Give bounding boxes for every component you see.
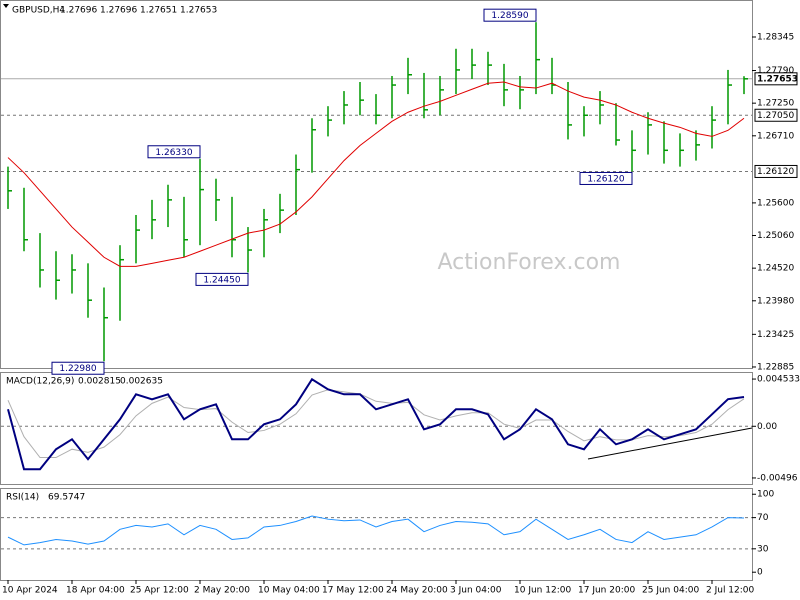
y-tick-label: 0.00 xyxy=(757,422,777,432)
rsi-panel xyxy=(0,488,753,581)
annotation-box xyxy=(195,272,249,286)
level-label: 1.27050 xyxy=(757,111,794,121)
chart-title: GBPUSD,H4 xyxy=(12,6,65,16)
quote-high: 1.27696 xyxy=(100,6,137,16)
x-tick-label: 25 Jun 04:00 xyxy=(642,586,699,596)
x-tick-label: 24 May 20:00 xyxy=(386,586,448,596)
price-label-box xyxy=(754,72,798,86)
annotation-box xyxy=(51,361,105,375)
y-tick-label: -0.00496 xyxy=(757,473,798,483)
rsi-value: 69.5747 xyxy=(48,493,85,503)
menu-arrow xyxy=(3,4,9,8)
macd-main-value: 0.002815 xyxy=(78,377,121,387)
annotation-box xyxy=(483,8,537,22)
level-label: 1.26120 xyxy=(757,167,794,177)
trendline xyxy=(587,427,753,460)
quote-open: 1.27696 xyxy=(60,6,97,16)
y-tick-label: 1.25600 xyxy=(757,198,794,208)
y-tick-label: 30 xyxy=(757,544,769,554)
y-tick-label: 100 xyxy=(757,490,774,500)
y-tick-label: 1.26710 xyxy=(757,131,794,141)
x-tick-label: 10 Apr 2024 xyxy=(2,586,58,596)
x-tick-label: 18 Apr 04:00 xyxy=(66,586,125,596)
x-tick-label: 25 Apr 12:00 xyxy=(130,586,189,596)
annotation-box xyxy=(147,145,201,159)
annotation-label: 1.26120 xyxy=(587,174,624,184)
x-tick-label: 3 Jun 04:00 xyxy=(450,586,502,596)
x-tick-label: 2 Jul 12:00 xyxy=(706,586,755,596)
macd-signal-value: 0.002635 xyxy=(120,377,163,387)
annotation-label: 1.28590 xyxy=(491,11,528,21)
x-tick-label: 10 May 04:00 xyxy=(258,586,320,596)
watermark: ActionForex.com xyxy=(438,250,621,275)
level-label-box xyxy=(754,108,798,122)
price-label: 1.27653 xyxy=(757,74,798,84)
y-tick-label: 1.27250 xyxy=(757,99,794,109)
annotation-label: 1.26330 xyxy=(155,148,192,158)
annotation-label: 1.24450 xyxy=(203,275,240,285)
series-line xyxy=(7,377,745,471)
annotation-box xyxy=(579,171,633,185)
quote-close: 1.27653 xyxy=(180,6,217,16)
x-tick-label: 17 May 12:00 xyxy=(322,586,384,596)
y-tick-label: 1.22885 xyxy=(757,362,794,372)
x-tick-label: 2 May 20:00 xyxy=(194,586,250,596)
y-tick-label: 1.24520 xyxy=(757,264,794,274)
x-tick-label: 10 Jun 12:00 xyxy=(514,586,571,596)
y-tick-label: 1.23425 xyxy=(757,330,794,340)
y-tick-label: 1.28345 xyxy=(757,32,794,42)
price-panel xyxy=(0,0,753,369)
y-tick-label: 1.25060 xyxy=(757,231,794,241)
macd-title: MACD(12,26,9) xyxy=(6,377,74,387)
annotation-label: 1.22980 xyxy=(59,364,96,374)
y-tick-label: 0 xyxy=(757,568,763,578)
y-tick-label: 0.004533 xyxy=(757,375,800,385)
rsi-title: RSI(14) xyxy=(6,493,39,503)
y-tick-label: 1.23980 xyxy=(757,296,794,306)
y-tick-label: 70 xyxy=(757,513,769,523)
y-tick-label: 1.27790 xyxy=(757,66,794,76)
series-line xyxy=(7,515,745,546)
x-tick-label: 17 Jun 20:00 xyxy=(578,586,635,596)
quote-low: 1.27651 xyxy=(140,6,177,16)
level-label-box xyxy=(754,164,798,178)
series-line xyxy=(7,389,745,459)
moving-average xyxy=(7,81,745,267)
